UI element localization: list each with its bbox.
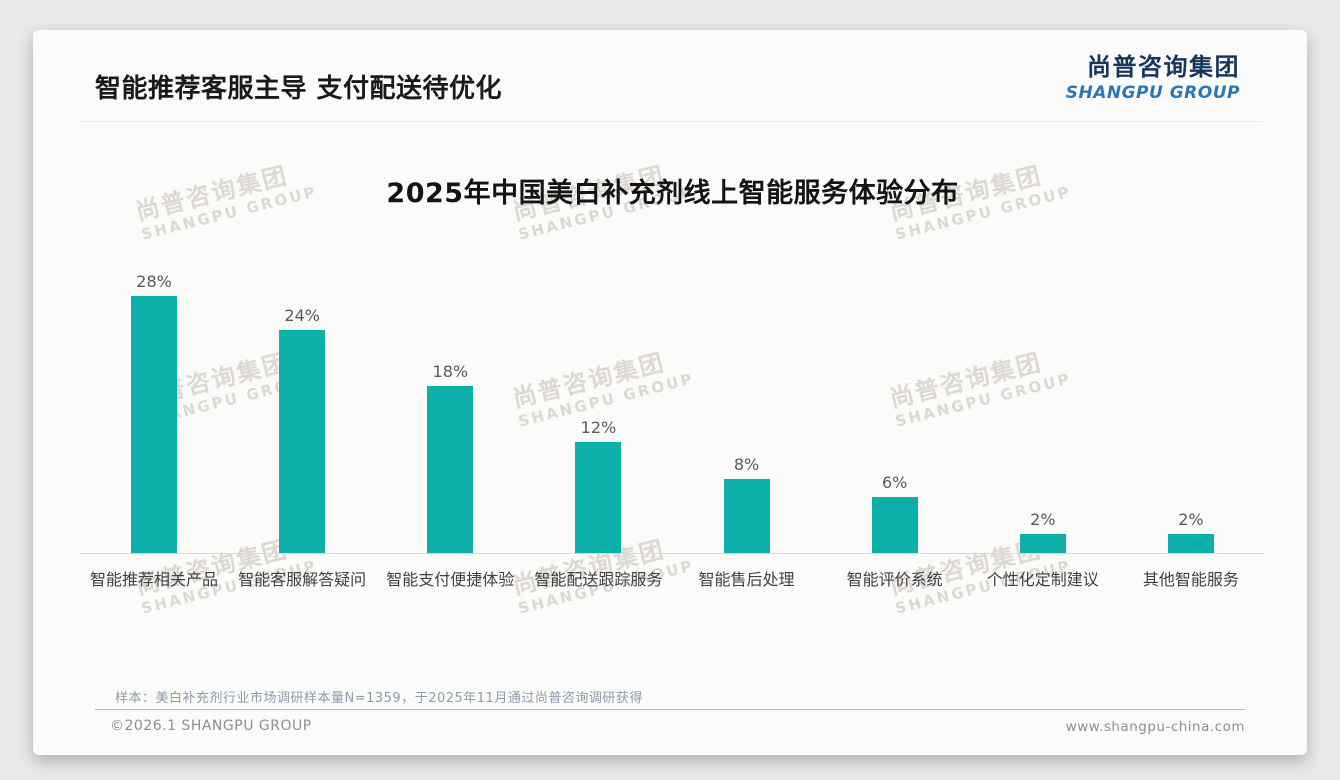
- bar: [279, 330, 326, 553]
- category-label: 个性化定制建议: [986, 570, 1099, 589]
- bar-value-label: 6%: [881, 473, 908, 492]
- chart-title: 2025年中国美白补充剂线上智能服务体验分布: [386, 178, 959, 209]
- category-label: 智能支付便捷体验: [386, 570, 515, 589]
- page-title: 智能推荐客服主导 支付配送待优化: [95, 74, 503, 104]
- category-label: 智能配送跟踪服务: [534, 570, 663, 589]
- category-label: 其他智能服务: [1142, 570, 1239, 589]
- sample-note: 样本：美白补充剂行业市场调研样本量N=1359，于2025年11月通过尚普咨询调…: [115, 691, 643, 706]
- category-label: 智能售后处理: [698, 570, 795, 589]
- title-divider: [78, 121, 1262, 122]
- company-logo: 尚普咨询集团 SHANGPU GROUP: [1066, 52, 1240, 103]
- bar-column: 18%: [376, 273, 524, 553]
- bar-column: 24%: [228, 273, 376, 553]
- bar-value-label: 18%: [432, 362, 469, 381]
- category-axis-labels: 智能推荐相关产品 智能客服解答疑问 智能支付便捷体验 智能配送跟踪服务 智能售后处理 智能…: [80, 554, 1265, 590]
- bar: [723, 479, 770, 553]
- bar-value-label: 24%: [284, 306, 320, 325]
- bar-value-label: 28%: [136, 272, 172, 291]
- bar-column: 2%: [1117, 273, 1265, 553]
- bar-column: 12%: [524, 273, 672, 553]
- bar-value-label: 2%: [1178, 510, 1204, 529]
- bar-column: 28%: [80, 273, 228, 553]
- bar-column: 8%: [673, 273, 821, 553]
- bar-column: 6%: [821, 273, 969, 553]
- bar-chart-plot-area: 28% 24% 18% 12% 8% 6% 2% 2%: [80, 273, 1265, 554]
- category-label: 智能评价系统: [846, 570, 943, 589]
- website-text: www.shangpu-china.com: [1065, 719, 1245, 735]
- bar: [575, 442, 622, 553]
- bar-value-label: 2%: [1030, 510, 1056, 529]
- footer-divider: [95, 709, 1245, 710]
- slide-card: 尚普咨询集团 SHANGPU GROUP 尚普咨询集团 SHANGPU GROUP 尚普…: [33, 30, 1307, 755]
- bar-value-label: 12%: [580, 418, 617, 437]
- logo-chinese-text: 尚普咨询集团: [1087, 53, 1240, 81]
- bar: [1019, 534, 1066, 553]
- bar: [131, 296, 178, 553]
- bar-value-label: 8%: [733, 455, 760, 474]
- bar: [871, 497, 918, 553]
- category-label: 智能推荐相关产品: [90, 570, 219, 589]
- copyright-text: ©2026.1 SHANGPU GROUP: [110, 718, 312, 734]
- logo-english-text: SHANGPU GROUP: [1065, 83, 1240, 103]
- category-label: 智能客服解答疑问: [238, 570, 367, 589]
- bar: [427, 386, 474, 553]
- bar: [1167, 534, 1214, 553]
- bar-column: 2%: [969, 273, 1117, 553]
